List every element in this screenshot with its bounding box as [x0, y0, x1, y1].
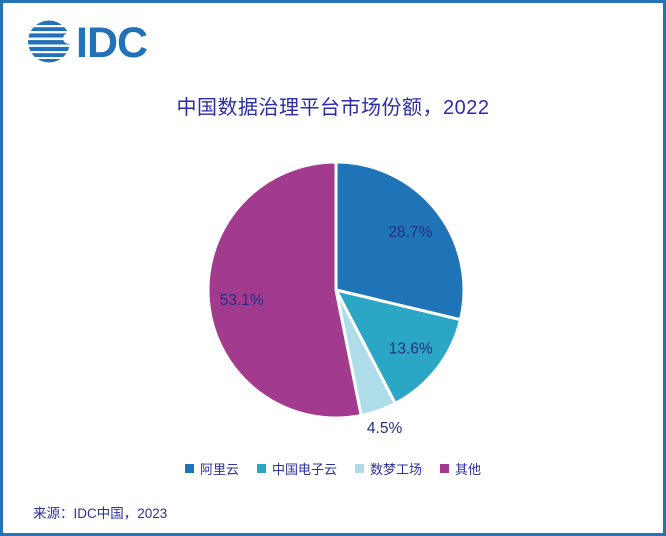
- pie-slice-value-label-1: 13.6%: [389, 341, 433, 358]
- legend-label: 阿里云: [199, 462, 239, 477]
- chart-title: 中国数据治理平台市场份额，2022: [176, 97, 490, 119]
- pie-chart: 28.7% 13.6% 4.5% 53.1%: [206, 160, 466, 437]
- legend-swatch-icon: [440, 464, 450, 473]
- legend-item-0: 阿里云: [184, 459, 239, 478]
- legend-label: 其他: [455, 462, 482, 477]
- pie-slice-3: [206, 160, 363, 420]
- legend-swatch-icon: [355, 464, 364, 473]
- legend-item-2: 数梦工场: [355, 459, 422, 478]
- globe-icon: [27, 20, 76, 63]
- legend-swatch-icon: [256, 464, 266, 473]
- source-note: 来源：IDC中国，2023: [33, 506, 168, 521]
- idc-logo: IDC: [27, 19, 148, 65]
- legend-item-1: 中国电子云: [256, 459, 337, 478]
- legend-swatch-icon: [184, 464, 194, 473]
- chart-legend: 阿里云 中国电子云 数梦工场 其他: [3, 459, 663, 478]
- legend-label: 数梦工场: [370, 462, 423, 477]
- pie-slice-value-label-2: 4.5%: [367, 420, 403, 437]
- pie-slice-value-label-3: 53.1%: [220, 292, 264, 309]
- pie-slice-value-label-0: 28.7%: [388, 224, 432, 241]
- logo-text: IDC: [76, 19, 147, 65]
- pie-slice-0: [334, 160, 466, 322]
- pie-slice-1: [334, 288, 462, 405]
- legend-item-3: 其他: [440, 459, 481, 478]
- legend-label: 中国电子云: [271, 462, 337, 477]
